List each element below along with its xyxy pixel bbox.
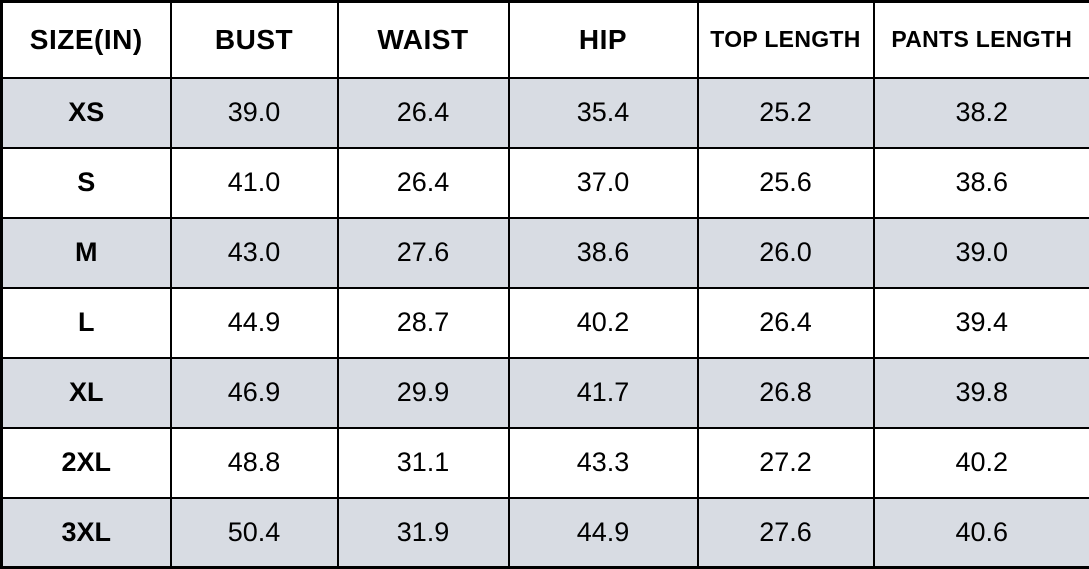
size-label: 2XL xyxy=(2,428,171,498)
value-cell: 39.4 xyxy=(874,288,1089,358)
value-cell: 25.6 xyxy=(698,148,874,218)
header-cell-size: SIZE(IN) xyxy=(2,2,171,78)
value-cell: 46.9 xyxy=(171,358,338,428)
value-cell: 39.0 xyxy=(874,218,1089,288)
value-cell: 39.0 xyxy=(171,78,338,148)
value-cell: 44.9 xyxy=(509,498,698,568)
value-cell: 44.9 xyxy=(171,288,338,358)
value-cell: 39.8 xyxy=(874,358,1089,428)
size-label: XS xyxy=(2,78,171,148)
value-cell: 43.0 xyxy=(171,218,338,288)
header-cell-top-length: TOP LENGTH xyxy=(698,2,874,78)
value-cell: 43.3 xyxy=(509,428,698,498)
value-cell: 35.4 xyxy=(509,78,698,148)
value-cell: 38.6 xyxy=(509,218,698,288)
value-cell: 26.4 xyxy=(338,78,509,148)
value-cell: 27.6 xyxy=(698,498,874,568)
value-cell: 31.9 xyxy=(338,498,509,568)
table-row-xl: XL 46.9 29.9 41.7 26.8 39.8 xyxy=(2,358,1089,428)
size-label: S xyxy=(2,148,171,218)
value-cell: 41.0 xyxy=(171,148,338,218)
size-label: 3XL xyxy=(2,498,171,568)
table-row-2xl: 2XL 48.8 31.1 43.3 27.2 40.2 xyxy=(2,428,1089,498)
table-row-xs: XS 39.0 26.4 35.4 25.2 38.2 xyxy=(2,78,1089,148)
value-cell: 29.9 xyxy=(338,358,509,428)
value-cell: 26.0 xyxy=(698,218,874,288)
header-cell-hip: HIP xyxy=(509,2,698,78)
header-cell-waist: WAIST xyxy=(338,2,509,78)
value-cell: 27.6 xyxy=(338,218,509,288)
table-row-m: M 43.0 27.6 38.6 26.0 39.0 xyxy=(2,218,1089,288)
value-cell: 40.2 xyxy=(509,288,698,358)
header-cell-pants-length: PANTS LENGTH xyxy=(874,2,1089,78)
value-cell: 26.8 xyxy=(698,358,874,428)
value-cell: 41.7 xyxy=(509,358,698,428)
value-cell: 27.2 xyxy=(698,428,874,498)
value-cell: 38.2 xyxy=(874,78,1089,148)
size-label: M xyxy=(2,218,171,288)
value-cell: 40.2 xyxy=(874,428,1089,498)
table-row-s: S 41.0 26.4 37.0 25.6 38.6 xyxy=(2,148,1089,218)
header-cell-bust: BUST xyxy=(171,2,338,78)
value-cell: 40.6 xyxy=(874,498,1089,568)
value-cell: 37.0 xyxy=(509,148,698,218)
value-cell: 26.4 xyxy=(338,148,509,218)
value-cell: 25.2 xyxy=(698,78,874,148)
value-cell: 38.6 xyxy=(874,148,1089,218)
value-cell: 28.7 xyxy=(338,288,509,358)
value-cell: 48.8 xyxy=(171,428,338,498)
value-cell: 26.4 xyxy=(698,288,874,358)
value-cell: 31.1 xyxy=(338,428,509,498)
value-cell: 50.4 xyxy=(171,498,338,568)
size-label: XL xyxy=(2,358,171,428)
table-row-3xl: 3XL 50.4 31.9 44.9 27.6 40.6 xyxy=(2,498,1089,568)
size-label: L xyxy=(2,288,171,358)
table-row-l: L 44.9 28.7 40.2 26.4 39.4 xyxy=(2,288,1089,358)
header-row: SIZE(IN) BUST WAIST HIP TOP LENGTH PANTS… xyxy=(2,2,1089,78)
